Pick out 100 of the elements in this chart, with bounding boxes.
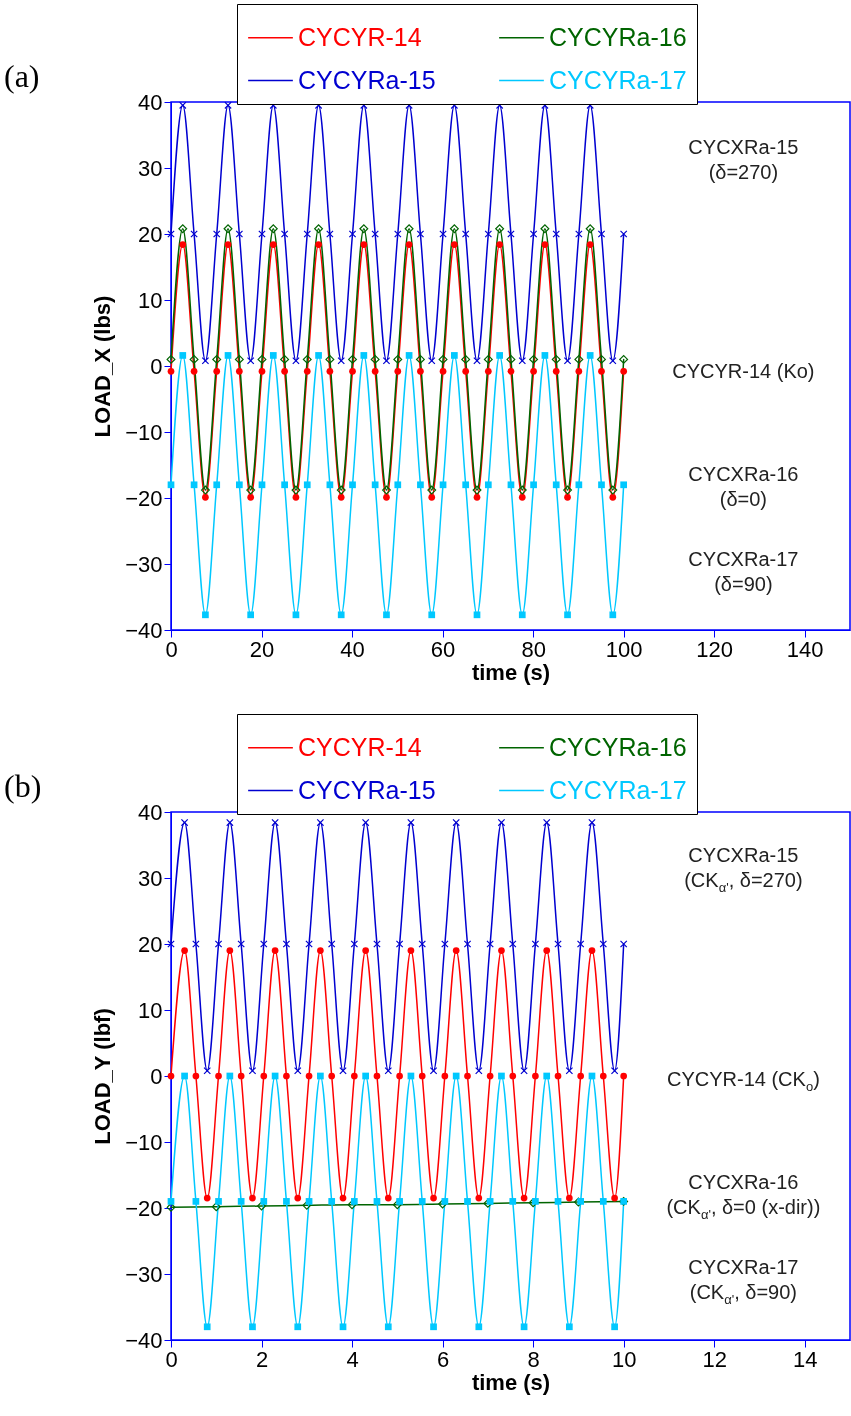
point <box>532 1072 539 1080</box>
point <box>520 1194 528 1202</box>
point <box>371 230 379 238</box>
y-tick-label: −10 <box>125 1129 163 1155</box>
point <box>586 352 594 359</box>
point <box>531 940 540 948</box>
annotation: CYCXRa-16 (δ=0) <box>688 462 799 513</box>
point <box>396 1198 403 1205</box>
point <box>316 818 325 827</box>
point <box>540 224 550 234</box>
point <box>327 940 336 948</box>
point <box>373 1198 381 1205</box>
y-tick-label: 40 <box>138 89 163 115</box>
x-tick-label: 20 <box>249 636 275 662</box>
point <box>223 224 233 234</box>
point <box>237 1198 245 1205</box>
point <box>283 1198 290 1205</box>
point <box>362 947 369 954</box>
point <box>405 352 413 359</box>
x-tick-label: 14 <box>792 1346 818 1372</box>
point <box>269 241 277 248</box>
point <box>167 481 175 489</box>
point <box>350 1198 358 1205</box>
point <box>551 354 561 364</box>
point <box>237 1072 245 1080</box>
point <box>303 481 311 489</box>
legend-label: CYCYR-14 <box>298 732 422 761</box>
point <box>452 818 460 827</box>
point <box>337 611 345 619</box>
point <box>439 481 447 489</box>
point <box>294 1323 302 1331</box>
y-tick-label: 0 <box>150 353 163 379</box>
point <box>258 481 266 489</box>
point <box>564 493 571 501</box>
point <box>529 354 539 364</box>
point <box>441 940 449 948</box>
x-tick-label: 80 <box>521 636 546 662</box>
point <box>496 352 503 359</box>
y-axis-title: LOAD_X (lbs) <box>90 295 116 438</box>
point <box>405 241 413 248</box>
y-tick-label: 30 <box>138 155 163 181</box>
point <box>348 230 357 238</box>
point <box>268 224 278 234</box>
point <box>441 1198 449 1205</box>
point <box>430 1194 437 1202</box>
x-tick-label: 40 <box>340 636 365 662</box>
point <box>282 940 291 948</box>
point <box>236 367 243 375</box>
x-axis-title: time (s) <box>471 659 551 685</box>
x-tick-label: 60 <box>430 636 456 662</box>
point <box>575 481 583 489</box>
point <box>530 367 537 375</box>
point <box>167 1198 175 1205</box>
point <box>283 1072 290 1080</box>
point <box>541 241 549 248</box>
point <box>224 101 232 110</box>
y-tick-label: −10 <box>125 419 163 445</box>
point <box>543 1072 551 1080</box>
point <box>483 354 493 364</box>
point <box>565 1194 573 1202</box>
point <box>484 230 493 238</box>
x-tick-label: 2 <box>255 1346 269 1372</box>
legend-label: CYCYRa-16 <box>549 732 687 761</box>
point <box>563 356 572 365</box>
x-axis-title: time (s) <box>471 1369 551 1395</box>
legend-label: CYCYRa-15 <box>298 775 436 804</box>
point <box>428 611 436 619</box>
point <box>418 1072 426 1080</box>
point <box>407 947 415 954</box>
point <box>212 354 222 364</box>
point <box>202 611 209 619</box>
point <box>294 1194 302 1202</box>
point <box>247 493 255 501</box>
point <box>349 367 356 375</box>
point <box>554 1072 562 1080</box>
annotation: CYCYR-14 (CK$_{o}$) <box>666 1067 820 1096</box>
y-axis-title: LOAD_Y (lbf) <box>90 1008 116 1145</box>
point <box>620 367 628 375</box>
point <box>452 1072 460 1080</box>
point <box>461 230 470 238</box>
point <box>246 485 256 495</box>
point <box>350 940 359 948</box>
point <box>475 1066 483 1075</box>
y-tick-label: 10 <box>138 997 163 1023</box>
point <box>396 1072 403 1080</box>
point <box>214 940 223 948</box>
point <box>383 493 390 501</box>
point <box>452 947 460 954</box>
y-tick-label: −40 <box>125 617 163 643</box>
point <box>249 1194 256 1202</box>
point <box>235 230 244 238</box>
point <box>203 1323 211 1331</box>
point <box>599 1198 607 1205</box>
point <box>532 1198 539 1205</box>
point <box>181 1072 188 1080</box>
point <box>506 354 516 364</box>
point <box>226 947 234 954</box>
point <box>586 241 594 248</box>
point <box>337 356 345 365</box>
point <box>384 1194 392 1202</box>
